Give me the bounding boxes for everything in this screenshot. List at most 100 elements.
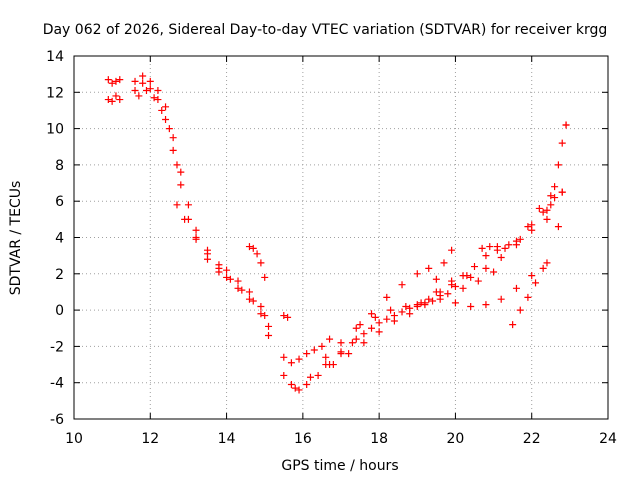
data-point	[356, 321, 364, 329]
data-point	[425, 264, 433, 272]
data-point	[524, 223, 532, 231]
data-point	[192, 234, 200, 241]
data-point	[425, 295, 433, 303]
data-point	[436, 288, 444, 296]
series-track-e	[135, 86, 181, 169]
data-point	[383, 293, 391, 301]
data-point	[448, 281, 456, 289]
series-track-b	[104, 92, 124, 105]
data-point	[108, 97, 116, 105]
data-point	[482, 252, 490, 260]
data-point	[451, 299, 459, 307]
data-point	[249, 244, 257, 252]
series-track-n	[356, 272, 471, 329]
data-point	[558, 139, 566, 147]
data-point	[295, 386, 303, 394]
data-point	[352, 324, 360, 332]
data-point	[516, 235, 524, 243]
y-tick-label: 10	[46, 122, 64, 138]
data-point	[265, 322, 273, 330]
data-point	[139, 79, 147, 87]
data-point	[413, 270, 421, 278]
x-tick-label: 10	[65, 431, 83, 447]
series-track-q	[478, 243, 509, 252]
data-point	[142, 86, 150, 94]
data-point	[474, 277, 482, 285]
data-point	[158, 106, 166, 114]
data-point	[116, 76, 124, 84]
data-point	[104, 76, 112, 84]
data-point	[528, 221, 536, 229]
data-point	[352, 335, 360, 343]
data-point	[337, 348, 345, 356]
data-point	[322, 353, 330, 361]
data-point	[177, 181, 185, 189]
y-tick-label: -4	[50, 376, 64, 392]
data-point	[524, 293, 532, 301]
y-tick-label: 14	[46, 49, 64, 65]
series-track-p	[432, 246, 456, 283]
data-point	[535, 204, 543, 212]
data-point	[261, 312, 269, 320]
series-track-d	[131, 79, 273, 340]
data-point	[265, 332, 273, 340]
data-point	[398, 308, 406, 316]
series-track-k	[291, 268, 498, 392]
data-point	[139, 72, 147, 80]
series-track-f	[173, 201, 269, 320]
data-point	[390, 317, 398, 325]
data-point	[493, 243, 501, 251]
data-point	[303, 381, 311, 389]
data-point	[554, 161, 562, 169]
data-point	[486, 243, 494, 251]
data-point	[257, 259, 265, 267]
data-point	[112, 92, 120, 100]
data-point	[245, 243, 253, 251]
data-point	[337, 339, 345, 347]
data-point	[204, 250, 211, 258]
data-point	[253, 250, 261, 258]
data-point	[173, 201, 181, 209]
data-point	[135, 92, 143, 100]
data-point	[226, 275, 234, 283]
data-point	[360, 339, 368, 347]
data-point	[223, 266, 231, 274]
data-point	[280, 312, 288, 320]
data-point	[284, 313, 292, 321]
data-point	[154, 86, 162, 94]
series-track-a	[104, 76, 124, 87]
data-point	[360, 330, 368, 338]
x-tick-label: 20	[447, 431, 465, 447]
data-point	[398, 281, 406, 289]
data-point	[497, 253, 505, 261]
data-point	[547, 192, 555, 200]
data-point	[543, 206, 551, 214]
data-point	[459, 284, 467, 292]
series-track-m	[329, 188, 566, 369]
data-point	[291, 384, 299, 392]
data-point	[249, 297, 257, 305]
y-tick-label: 2	[55, 267, 64, 283]
data-point	[421, 301, 429, 309]
y-tick-label: 0	[55, 303, 64, 319]
data-point	[387, 306, 395, 314]
data-point	[162, 103, 170, 111]
data-point	[440, 259, 448, 267]
data-point	[348, 339, 356, 347]
data-point	[532, 279, 540, 287]
data-point	[326, 335, 334, 343]
data-point	[471, 263, 478, 271]
series-track-s	[509, 264, 547, 329]
data-point	[554, 223, 562, 231]
data-point	[505, 241, 513, 249]
series-track-i	[280, 335, 334, 367]
data-point	[543, 215, 551, 223]
data-point	[169, 134, 177, 142]
series-track-t	[543, 121, 570, 223]
data-point	[184, 201, 192, 209]
data-point	[413, 301, 421, 309]
data-point	[169, 146, 177, 154]
data-point	[459, 272, 467, 280]
data-point	[562, 121, 570, 129]
